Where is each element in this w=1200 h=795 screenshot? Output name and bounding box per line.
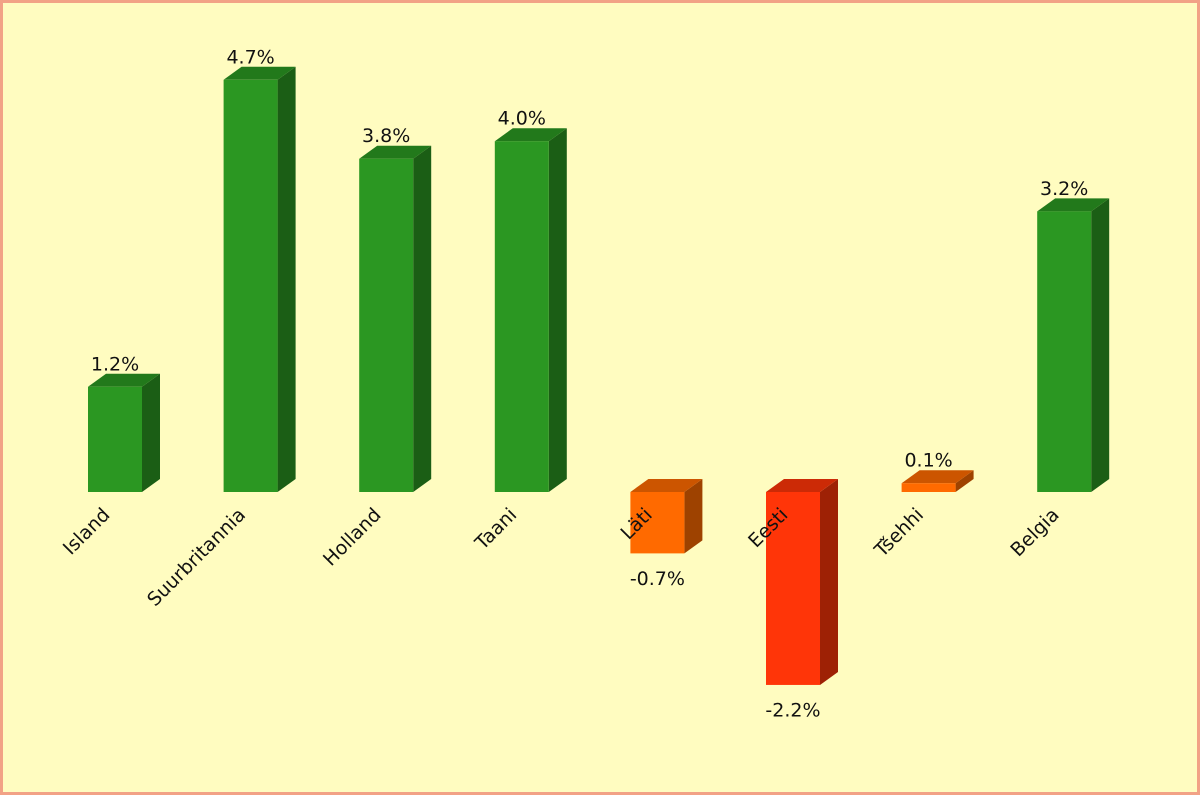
bar-top [630,479,703,492]
bar-front [359,158,414,493]
bar-front [494,141,549,492]
bar-top [766,479,838,492]
bar-side [955,470,974,492]
bar-front [630,492,685,554]
bar [901,470,974,492]
bar-top [88,373,160,387]
bar [1037,198,1110,493]
value-label: 4.0% [498,108,546,130]
bar [223,66,296,492]
value-label: 4.7% [226,46,274,68]
bar-top [1037,198,1110,212]
bar-side [1091,198,1110,493]
bar [88,373,160,492]
value-label: -0.7% [630,568,685,590]
value-label: -2.2% [765,699,820,721]
bar-front [88,386,142,492]
bar-side [277,66,296,492]
bar [630,479,703,554]
bar-front [901,483,956,492]
bar-side [684,479,703,554]
value-label: 3.2% [1040,178,1088,200]
bar-top [901,470,974,484]
bar-top [494,128,567,142]
bar-side [413,145,432,493]
bar-side [142,373,160,492]
value-label: 1.2% [91,353,139,375]
bar-front [223,79,278,492]
bar [494,128,567,492]
bar [766,479,838,685]
bar-side [548,128,567,492]
bar-top [223,66,296,80]
bar-front [766,492,820,685]
bar-front [1037,211,1092,493]
value-label: 0.1% [904,450,952,472]
bar-side [820,479,838,685]
bar [359,145,432,493]
value-label: 3.8% [362,125,410,147]
bar-top [359,145,432,159]
